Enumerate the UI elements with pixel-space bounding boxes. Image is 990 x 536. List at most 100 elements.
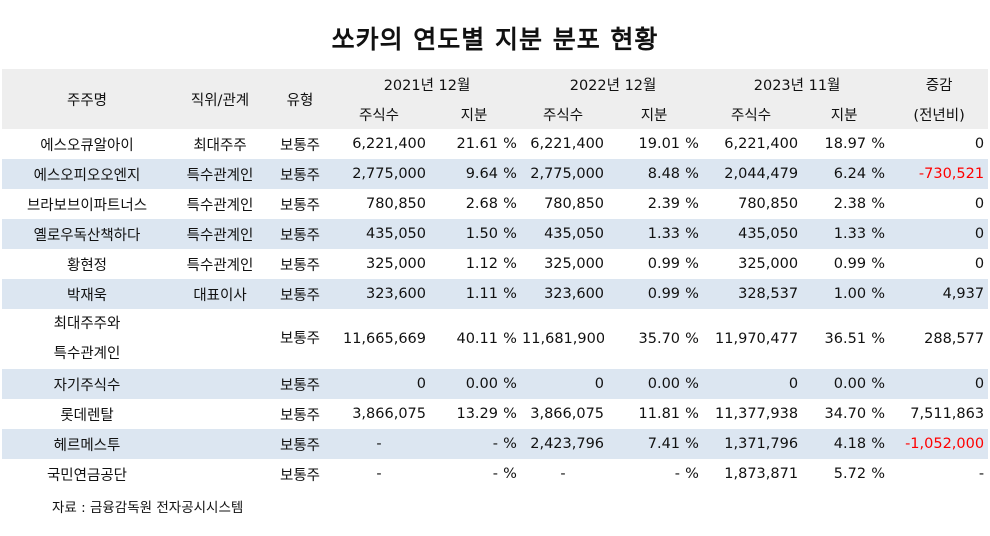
cell-change: 288,577 (924, 331, 985, 347)
table-row: 자기주식수 보통주 0 0.00 % 0 0.00 % 0 0.00 % 0 (2, 369, 989, 399)
cell-stake-2021: 1.50 (426, 219, 498, 249)
cell-type: 보통주 (268, 219, 332, 249)
cell-unit-2023: % (866, 159, 891, 189)
header-stake-2021: 지분 (426, 99, 523, 129)
header-2023: 2023년 11월 (704, 69, 891, 99)
cell-change: 0 (974, 196, 985, 212)
cell-shares-2021: 323,600 (332, 279, 426, 309)
cell-shares-2023: 325,000 (738, 256, 799, 272)
cell-type: 보통주 (268, 429, 332, 459)
cell-stake-2021: 40.11 (456, 331, 498, 347)
cell-shares-2022: 780,850 (544, 196, 605, 212)
cell-shares-2021: 3,866,075 (352, 406, 426, 422)
cell-stake-2021: - (492, 466, 498, 482)
cell-unit-2021: % (498, 219, 523, 249)
cell-unit-2023: % (866, 429, 891, 459)
cell-unit-2023: % (871, 466, 885, 482)
cell-stake-2022: 2.39 (647, 196, 681, 212)
cell-stake-2022: - (674, 466, 681, 482)
cell-unit-2021: % (503, 331, 517, 347)
cell-unit-2021: % (503, 406, 517, 422)
cell-shares-2022: 323,600 (522, 279, 605, 309)
cell-stake-2023: 36.51 (824, 331, 867, 347)
cell-unit-2021: % (503, 196, 517, 212)
cell-unit-2022: % (685, 406, 699, 422)
cell-name: 옐로우독산책하다 (2, 219, 172, 249)
cell-unit-2022: % (685, 256, 699, 272)
cell-shares-2022: 325,000 (544, 256, 605, 272)
cell-name: 에스오피오오엔지 (2, 159, 172, 189)
cell-name-line2: 특수관계인 (53, 346, 121, 362)
cell-relation: 대표이사 (172, 279, 268, 309)
header-shareholder: 주주명 (2, 69, 172, 129)
header-2022: 2022년 12월 (522, 69, 705, 99)
cell-relation: 특수관계인 (172, 159, 268, 189)
cell-unit-2022: % (685, 136, 699, 152)
cell-name: 자기주식수 (2, 369, 172, 399)
cell-name: 롯데렌탈 (60, 407, 114, 424)
cell-stake-2023: 1.00 (798, 279, 867, 309)
header-change-sub: (전년비) (890, 99, 989, 129)
cell-stake-2022: 19.01 (638, 136, 681, 152)
cell-unit-2023: % (871, 256, 885, 272)
cell-unit-2023: % (866, 219, 891, 249)
cell-unit-2023: % (871, 406, 885, 422)
cell-name: 브라보브이파트너스 (26, 197, 148, 214)
cell-relation: 특수관계인 (186, 197, 254, 214)
header-stake-2022: 지분 (604, 99, 705, 129)
header-2021: 2021년 12월 (332, 69, 523, 99)
cell-change: 0 (890, 219, 989, 249)
cell-stake-2021: 1.12 (465, 256, 498, 272)
cell-shares-2023: 780,850 (738, 196, 799, 212)
cell-name: 황현정 (66, 257, 108, 274)
table-row: 브라보브이파트너스 특수관계인 보통주 780,850 2.68 % 780,8… (2, 189, 988, 219)
cell-relation: 특수관계인 (186, 257, 254, 274)
cell-stake-2022: 1.33 (604, 219, 681, 249)
cell-unit-2021: % (498, 429, 523, 459)
cell-unit-2023: % (871, 196, 885, 212)
cell-stake-2021: 9.64 (426, 159, 498, 189)
cell-unit-2022: % (680, 279, 705, 309)
cell-stake-2023: 2.38 (833, 196, 867, 212)
cell-stake-2021: 13.29 (456, 406, 498, 422)
shareholding-table: 주주명 직위/관계 유형 2021년 12월 2022년 12월 2023년 1… (2, 69, 989, 489)
cell-change: 0 (890, 369, 989, 399)
cell-stake-2022: 0.99 (604, 279, 681, 309)
source-note: 자료 : 금융감독원 전자공시시스템 (52, 500, 244, 516)
header-change: 증감 (890, 69, 989, 99)
cell-stake-2022: 11.81 (638, 406, 681, 422)
cell-stake-2023: 0.00 (798, 369, 867, 399)
cell-unit-2022: % (680, 369, 705, 399)
cell-relation (172, 369, 268, 399)
cell-type: 보통주 (268, 369, 332, 399)
cell-shares-2021: 0 (332, 369, 426, 399)
cell-change: 4,937 (890, 279, 989, 309)
header-stake-2023: 지분 (798, 99, 891, 129)
cell-relation (172, 459, 268, 489)
cell-unit-2023: % (866, 369, 891, 399)
cell-relation: 특수관계인 (172, 219, 268, 249)
cell-shares-2022: - (560, 466, 566, 482)
cell-shares-2021: - (376, 466, 382, 482)
cell-name: 박재욱 (2, 279, 172, 309)
cell-unit-2022: % (685, 466, 699, 482)
cell-type: 보통주 (268, 159, 332, 189)
cell-shares-2023: 328,537 (704, 279, 799, 309)
cell-unit-2021: % (503, 466, 517, 482)
cell-unit-2022: % (680, 159, 705, 189)
table-row: 박재욱 대표이사 보통주 323,600 1.11 % 323,600 0.99… (2, 279, 989, 309)
cell-change: -730,521 (890, 159, 989, 189)
cell-relation (172, 429, 268, 459)
cell-name: 헤르메스투 (2, 429, 172, 459)
cell-stake-2023: 6.24 (798, 159, 867, 189)
cell-name: 국민연금공단 (46, 467, 128, 484)
cell-shares-2023: 0 (704, 369, 799, 399)
cell-type: 보통주 (279, 331, 321, 347)
cell-shares-2021: 435,050 (332, 219, 426, 249)
cell-unit-2021: % (503, 136, 517, 152)
cell-relation (172, 399, 268, 429)
cell-shares-2022: 2,423,796 (522, 429, 605, 459)
cell-stake-2023: 0.99 (833, 256, 867, 272)
cell-type: 보통주 (279, 467, 321, 484)
